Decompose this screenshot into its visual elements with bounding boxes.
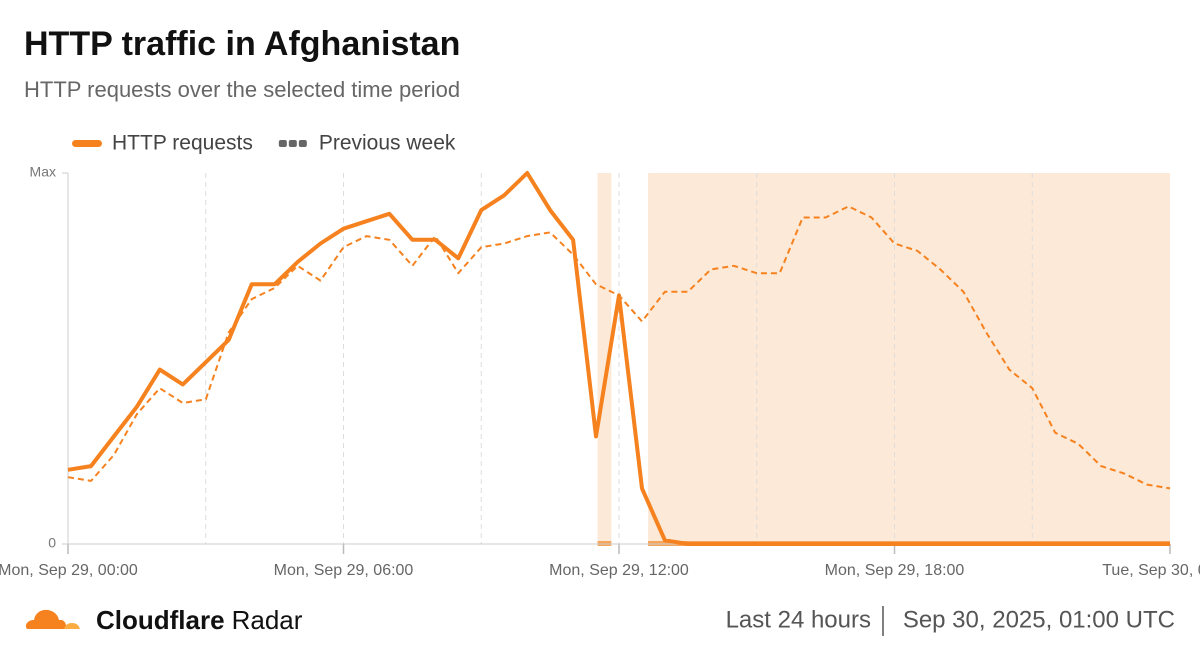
legend-swatch xyxy=(288,140,297,147)
legend-label: HTTP requests xyxy=(112,132,253,155)
product: Radar xyxy=(232,605,303,635)
plot-area: Mon, Sep 29, 00:00 Mon, Sep 29, 06:00 Mon,… xyxy=(0,164,1200,580)
brand: Cloudflare xyxy=(96,605,225,635)
x-tick-label: Mon, Sep 29, 00:00 xyxy=(0,562,138,579)
x-tick-label: Tue, Sep 30, 00:00 xyxy=(1102,562,1200,579)
legend-label: Previous week xyxy=(319,132,456,155)
x-tick-label: Mon, Sep 29, 06:00 xyxy=(274,562,414,579)
y-tick-label: Max xyxy=(30,164,56,180)
legend-swatch xyxy=(298,140,307,147)
outage-highlight xyxy=(648,173,1170,544)
x-tick-label: Mon, Sep 29, 12:00 xyxy=(549,562,689,579)
period: Last 24 hours xyxy=(726,606,871,633)
legend-swatch xyxy=(72,140,102,147)
timestamp: Sep 30, 2025, 01:00 UTC xyxy=(903,606,1175,633)
legend-item: Previous week xyxy=(278,132,456,155)
legend-swatch xyxy=(278,140,287,147)
x-tick-label: Mon, Sep 29, 18:00 xyxy=(825,562,965,579)
legend-item: HTTP requests xyxy=(72,132,253,155)
legend: HTTP requests Previous week xyxy=(72,132,456,155)
chart-subtitle: HTTP requests over the selected time per… xyxy=(24,77,460,102)
logo xyxy=(24,609,82,631)
outage-highlight xyxy=(597,173,612,544)
y-tick-label: 0 xyxy=(48,535,56,551)
chart-title: HTTP traffic in Afghanistan xyxy=(24,25,460,63)
footer: Cloudflare Radar Last 24 hours Sep 30, 2… xyxy=(24,605,1175,636)
series-line xyxy=(67,171,1170,546)
